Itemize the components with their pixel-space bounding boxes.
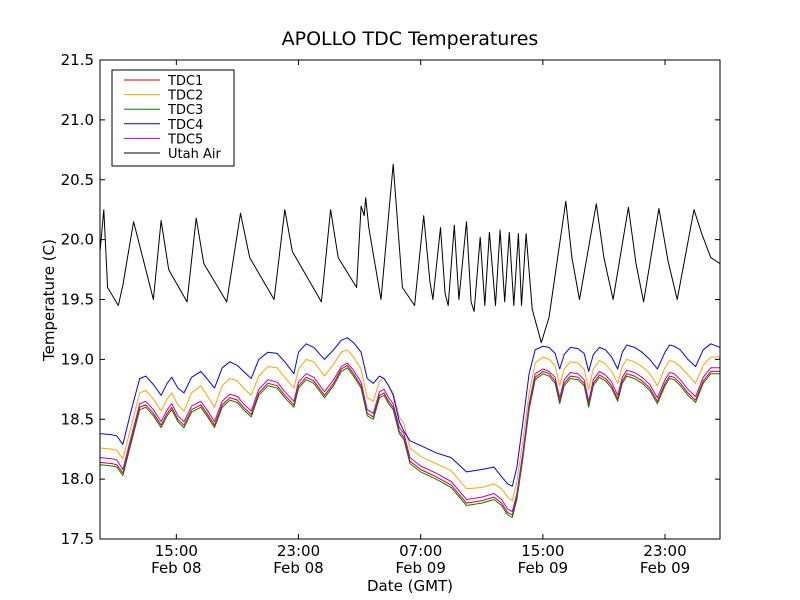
x-tick-time-label: 15:00 [521, 542, 564, 560]
legend-label: TDC3 [167, 103, 203, 118]
series-line-tdc2 [100, 349, 720, 502]
legend-label: TDC5 [167, 132, 203, 147]
y-tick-label: 21.0 [61, 111, 94, 129]
series-line-tdc5 [100, 362, 720, 512]
legend-label: Utah Air [168, 147, 221, 162]
legend-box [111, 69, 235, 167]
y-axis-label: Temperature (C) [40, 239, 58, 362]
x-tick-time-label: 23:00 [643, 542, 686, 560]
legend-label: TDC4 [167, 118, 203, 133]
series-line-utah-air [100, 163, 720, 344]
x-tick-date-label: Feb 09 [518, 559, 568, 577]
y-tick-label: 21.5 [61, 51, 94, 69]
series-line-tdc1 [100, 364, 720, 516]
y-tick-label: 18.5 [61, 410, 94, 428]
x-tick-time-label: 15:00 [155, 542, 198, 560]
series-line-tdc4 [100, 337, 720, 487]
y-tick-label: 18.0 [61, 470, 94, 488]
x-tick-date-label: Feb 08 [273, 559, 323, 577]
x-tick-time-label: 07:00 [399, 542, 442, 560]
y-tick-label: 20.0 [61, 231, 94, 249]
y-tick-label: 17.5 [61, 530, 94, 548]
y-tick-label: 19.5 [61, 291, 94, 309]
x-tick-date-label: Feb 09 [640, 559, 690, 577]
y-tick-label: 20.5 [61, 171, 94, 189]
x-tick-time-label: 23:00 [277, 542, 320, 560]
legend-label: TDC1 [167, 74, 203, 89]
series-layer [100, 163, 720, 518]
x-tick-date-label: Feb 08 [151, 559, 201, 577]
legend-label: TDC2 [167, 89, 203, 104]
chart-title: APOLLO TDC Temperatures [282, 28, 539, 50]
x-axis-label: Date (GMT) [367, 577, 453, 595]
series-line-tdc3 [100, 367, 720, 518]
x-tick-date-label: Feb 09 [395, 559, 445, 577]
y-tick-label: 19.0 [61, 350, 94, 368]
y-axis: 17.5 18.0 18.5 19.0 19.5 20.0 20.5 21.0 21.5 [61, 51, 720, 548]
